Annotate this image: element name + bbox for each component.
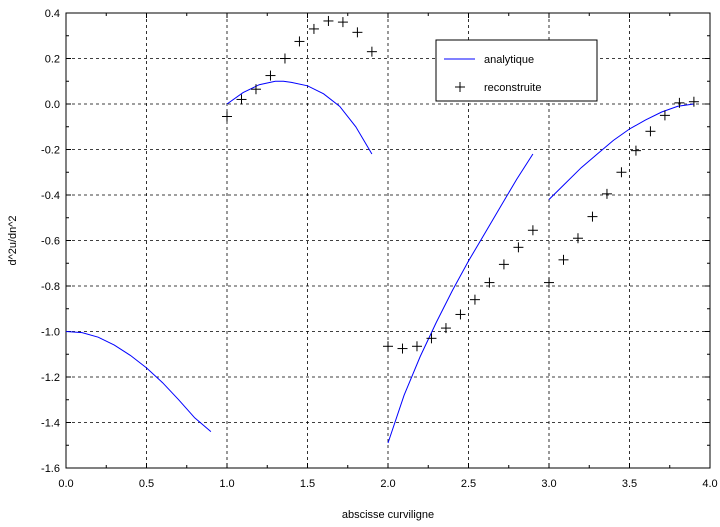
grid [66,13,710,468]
reconstruite-point [544,277,554,288]
reconstruite-point [222,111,232,122]
analytique-line-segment [548,103,694,200]
y-tick-label: -1.4 [41,418,60,430]
reconstruite-point [352,27,363,38]
reconstruite-point [587,211,598,222]
x-axis-label: abscisse curviligne [342,509,434,521]
reconstruite-point [469,294,480,305]
x-tick-label: 0.0 [58,478,73,490]
y-axis-label: d^2u/dn^2 [7,215,19,265]
reconstruite-point [455,309,466,320]
reconstruite-point [558,254,569,265]
reconstruite-point [294,36,305,47]
reconstruite-point [337,17,348,28]
reconstruite-point [572,233,583,244]
y-tick-label: -1.0 [41,327,60,339]
reconstruite-point [659,110,670,121]
legend-label-analytique: analytique [484,54,534,66]
x-tick-label: 3.0 [541,478,556,490]
x-tick-label: 1.0 [219,478,234,490]
y-tick-labels: 0.4 0.2 0.0 -0.2 -0.4 -0.6 -0.8 -1.0 -1.2 -1.4 -1.… [41,8,60,475]
reconstruite-point [250,84,261,95]
y-tick-label: -0.2 [41,145,60,157]
reconstruite-point [323,15,334,26]
reconstruite-point [513,242,524,253]
reconstruite-point [484,277,495,288]
x-tick-label: 4.0 [702,478,717,490]
y-tick-label: 0.0 [45,99,60,111]
reconstruite-point [601,188,612,199]
reconstruite-point [630,145,641,156]
reconstruite-point [674,97,685,108]
legend: analytique reconstruite [435,39,598,102]
x-tick-label: 2.0 [380,478,395,490]
analytique-line-segment [226,80,373,155]
reconstruite-point [308,23,319,34]
reconstruite-point [411,341,422,352]
legend-label-reconstruite: reconstruite [484,82,541,94]
x-tick-label: 1.5 [300,478,315,490]
reconstruite-point [366,46,377,57]
y-tick-label: -1.2 [41,372,60,384]
reconstruite-point [426,333,437,344]
legend-plus-marker [455,82,465,92]
reconstruite-point [498,259,509,270]
y-tick-label: -0.6 [41,236,60,248]
y-tick-label: 0.4 [45,8,60,20]
reconstruite-point [527,225,538,236]
reconstruite-point [397,343,408,354]
reconstruite-point [440,323,451,334]
reconstruite-point [236,94,247,105]
reconstruite-point [279,53,290,64]
y-tick-label: -0.4 [41,190,60,202]
x-tick-label: 0.5 [139,478,154,490]
reconstruite-point [616,167,627,178]
y-tick-label: 0.2 [45,54,60,66]
x-tick-label: 3.5 [622,478,637,490]
x-tick-label: 2.5 [461,478,476,490]
legend-box [435,39,598,102]
series-layer [65,15,699,444]
y-tick-label: -0.8 [41,281,60,293]
reconstruite-point [265,70,276,81]
legend-marker-sample [455,82,465,92]
reconstruite-point [645,126,656,137]
analytique-line-segment [387,153,534,444]
analytique-line-segment [65,331,212,432]
x-tick-labels: 0.0 0.5 1.0 1.5 2.0 2.5 3.0 3.5 4.0 [58,478,717,490]
reconstruite-point [383,341,393,352]
axis-ticks [65,12,711,469]
reconstruite-point [688,96,699,107]
y-tick-label: -1.6 [41,463,60,475]
